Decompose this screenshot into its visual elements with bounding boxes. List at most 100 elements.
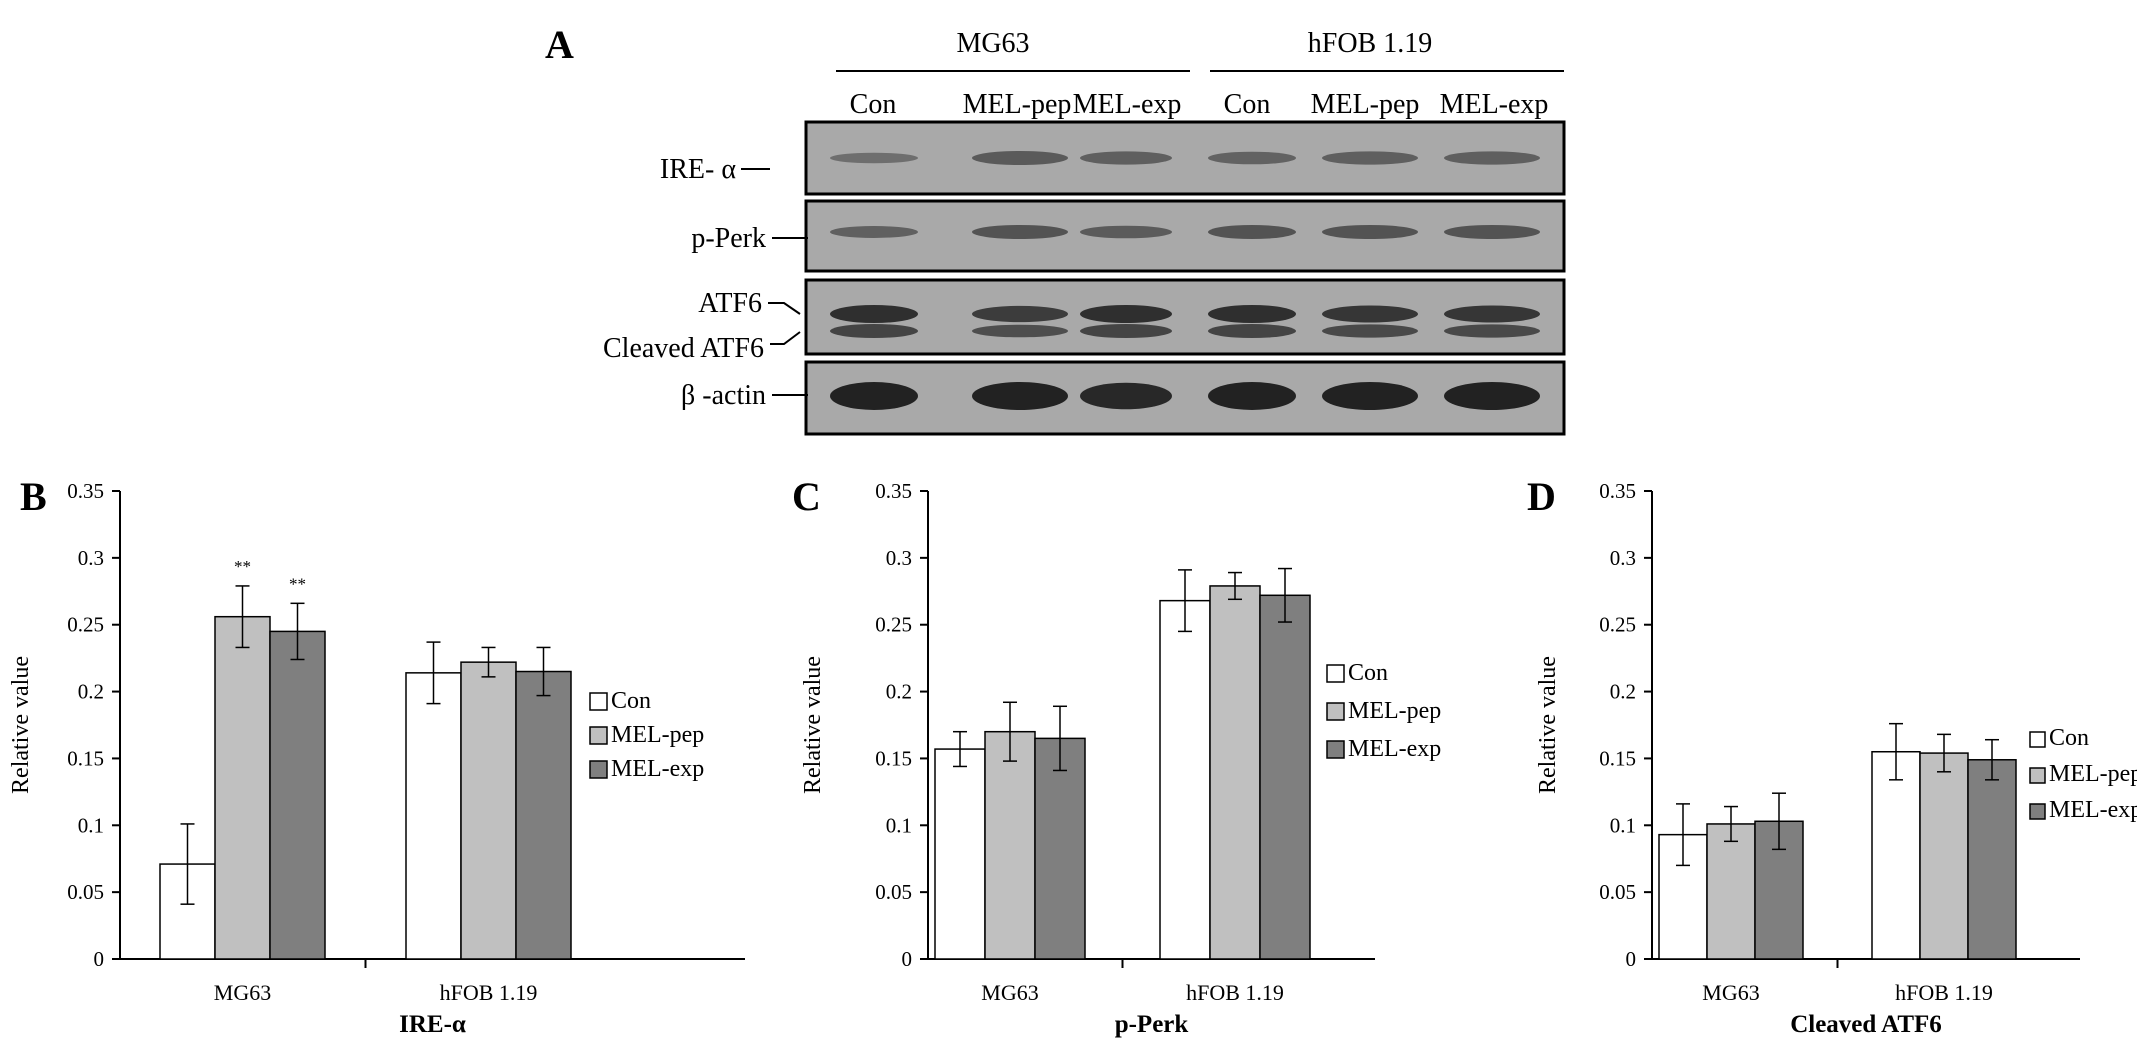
blot-band [1208, 324, 1296, 338]
row-marker-cleaved-atf6 [770, 331, 801, 345]
blot-band [1208, 151, 1296, 165]
y-tick-label: 0.1 [1610, 813, 1636, 837]
bar-chart-p-perk: C 0 0.05 0.1 0.15 0.2 0.25 0.3 0.35 MG63 hFOB 1.1… [792, 474, 1441, 1038]
legend-swatch [1326, 664, 1345, 683]
y-tick-label: 0.35 [1599, 479, 1636, 503]
blot-row-label-perk: p-Perk [691, 223, 766, 254]
blot-band [1322, 305, 1418, 323]
y-tick-label: 0.2 [1610, 680, 1636, 704]
blot-band [830, 305, 918, 323]
blot-band [1444, 305, 1540, 323]
x-axis-label: p-Perk [1115, 1011, 1189, 1038]
panel-d-label: D [1527, 474, 1556, 519]
blot-band [1322, 225, 1418, 239]
legend-swatch [2029, 731, 2046, 748]
blot-band [1322, 324, 1418, 338]
bar [515, 670, 572, 960]
bar [214, 615, 271, 960]
legend-label: MEL-pep [611, 722, 704, 748]
legend-label: MEL-exp [611, 756, 704, 782]
y-tick-label: 0.15 [875, 746, 912, 770]
panel-c-label: C [792, 474, 821, 519]
blot-band [1080, 324, 1172, 338]
blot-band [1080, 382, 1172, 410]
x-category-label: MG63 [981, 980, 1038, 1005]
blot-band [1080, 305, 1172, 323]
blot-band [830, 226, 918, 238]
panel-b-label: B [20, 474, 47, 519]
significance-annotation: ** [289, 574, 306, 593]
y-tick-label: 0 [94, 947, 105, 971]
legend-label: MEL-pep [2049, 761, 2137, 787]
bar [460, 661, 517, 960]
bar-chart-cleaved-atf6: D 0 0.05 0.1 0.15 0.2 0.25 0.3 0.35 MG63 hFOB 1.1… [1527, 474, 2137, 1038]
y-tick-label: 0.15 [67, 746, 104, 770]
blot-band [1208, 382, 1296, 410]
blot-band [830, 382, 918, 410]
blot-strip [804, 360, 1566, 436]
row-marker-atf6 [768, 302, 801, 315]
blot-strip [804, 278, 1566, 356]
panel-a-label: A [545, 22, 574, 67]
bar [1259, 594, 1311, 960]
y-tick-label: 0.3 [78, 546, 104, 570]
lane-labels: Con MEL-pep MEL-exp Con MEL-pep MEL-exp [850, 89, 1549, 120]
blot-band [1444, 151, 1540, 165]
blot-band [1208, 225, 1296, 239]
x-category-label: hFOB 1.19 [440, 980, 538, 1005]
y-tick-label: 0.25 [1599, 613, 1636, 637]
y-tick-label: 0.05 [1599, 880, 1636, 904]
bar [269, 630, 326, 960]
blot-band [972, 305, 1068, 323]
y-tick-label: 0 [902, 947, 913, 971]
y-tick-label: 0.1 [886, 813, 912, 837]
legend-swatch [589, 760, 608, 779]
bar [1034, 737, 1086, 960]
legend-label: Con [611, 688, 651, 714]
legend-swatch [2029, 767, 2046, 784]
y-tick-label: 0.3 [1610, 546, 1636, 570]
blot-band [972, 324, 1068, 338]
blot-band [972, 151, 1068, 165]
blot-band [1322, 151, 1418, 165]
blot-strip [804, 199, 1566, 273]
y-tick-label: 0.2 [78, 680, 104, 704]
blot-band [1322, 382, 1418, 410]
blot-band [1444, 382, 1540, 410]
y-tick-label: 0.25 [67, 613, 104, 637]
bar [1967, 759, 2017, 960]
y-tick-label: 0.25 [875, 613, 912, 637]
x-category-label: MG63 [1702, 980, 1759, 1005]
legend-label: Con [1348, 660, 1388, 686]
lane-label: MEL-pep [1311, 89, 1420, 120]
y-tick-label: 0.3 [886, 546, 912, 570]
lane-label: Con [850, 89, 897, 120]
blot-band [1208, 305, 1296, 323]
bar [1209, 585, 1261, 960]
y-tick-label: 0.35 [67, 479, 104, 503]
x-axis-label: IRE-α [399, 1011, 466, 1038]
blot-band [1080, 225, 1172, 239]
bar [405, 672, 462, 960]
y-tick-label: 0 [1626, 947, 1637, 971]
bar-chart-ire-alpha: B 0 0.05 0.1 0.15 0.2 0.25 0.3 0.35 MG63 ** ** hFOB… [8, 474, 745, 1038]
x-axis-label: Cleaved ATF6 [1790, 1011, 1942, 1038]
lane-label: MEL-pep [963, 89, 1072, 120]
legend-label: Con [2049, 725, 2089, 751]
x-category-label: hFOB 1.19 [1186, 980, 1284, 1005]
blot-band [830, 324, 918, 338]
y-tick-label: 0.35 [875, 479, 912, 503]
blot-band [830, 152, 918, 164]
legend-swatch [589, 726, 608, 745]
bar [934, 748, 986, 960]
bar [1159, 599, 1211, 960]
legend-swatch [1326, 702, 1345, 721]
x-category-label: MG63 [214, 980, 271, 1005]
lane-label: MEL-exp [1440, 89, 1549, 120]
bar [1919, 752, 1969, 960]
y-tick-label: 0.05 [875, 880, 912, 904]
lane-label: Con [1224, 89, 1271, 120]
cell-line-label-hfob: hFOB 1.19 [1308, 28, 1432, 59]
bar [1871, 750, 1921, 960]
